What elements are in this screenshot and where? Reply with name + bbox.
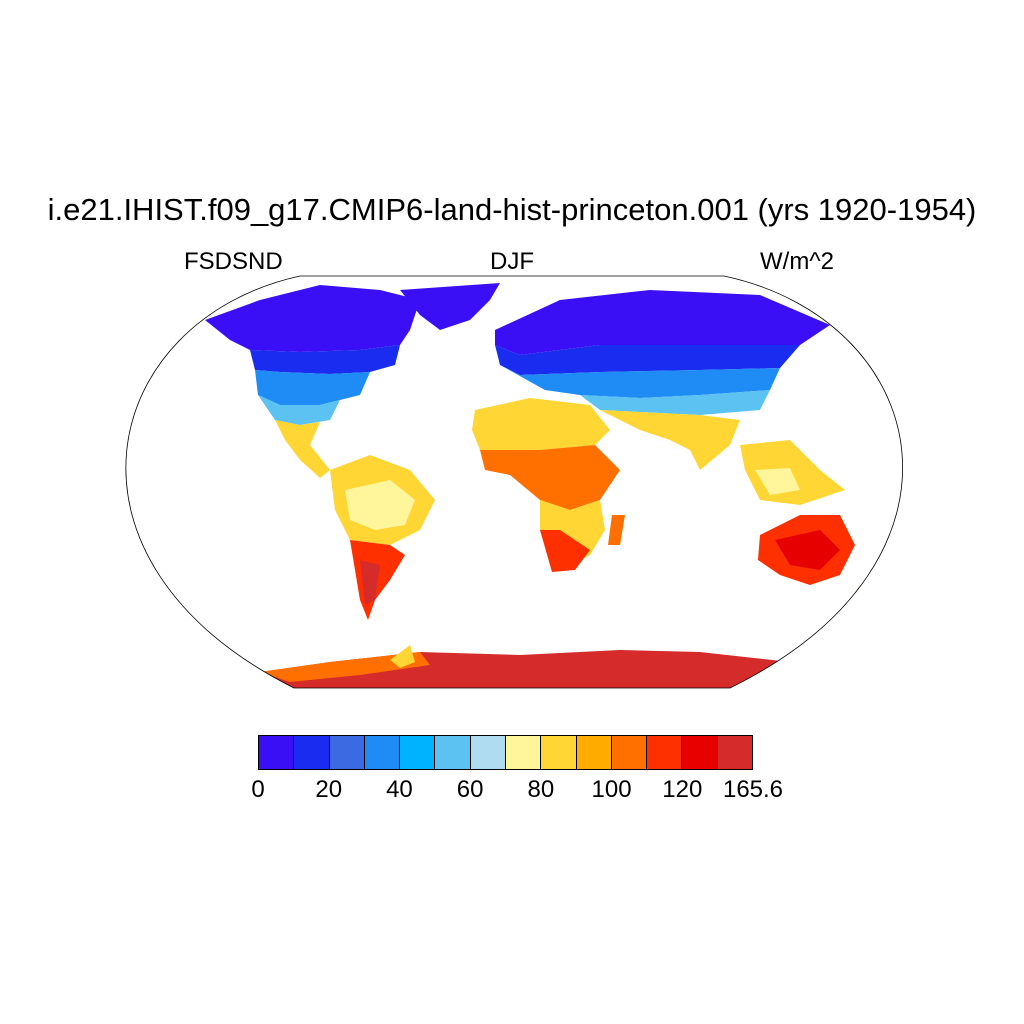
colorbar-tick-label: 60 (456, 776, 484, 803)
africa-central (480, 445, 620, 510)
colorbar-box (329, 736, 365, 769)
south-asia (600, 410, 740, 470)
plot-title: i.e21.IHIST.f09_g17.CMIP6-land-hist-prin… (47, 192, 977, 227)
africa-north (472, 398, 610, 450)
australia-core (775, 530, 840, 570)
units-label: W/m^2 (760, 248, 834, 275)
colorbar-box (541, 736, 577, 769)
madagascar (608, 515, 625, 545)
colorbar-box (611, 736, 648, 769)
colorbar-box (400, 736, 436, 769)
north-america (205, 285, 420, 352)
colorbar-tick-label: 40 (386, 776, 413, 803)
colorbar-tick-label: 0 (251, 776, 265, 803)
colorbar-box (364, 736, 401, 769)
eurasia-mid (495, 345, 800, 375)
eurasia-south (500, 365, 780, 398)
asia-subtropics (580, 390, 770, 415)
north-america-south (255, 370, 370, 405)
southeast-asia (740, 440, 845, 505)
colorbar-tick-label: 100 (591, 776, 632, 803)
eurasia-north (495, 290, 830, 355)
colorbar-box (470, 736, 506, 769)
colorbar-tick-label: 20 (315, 776, 343, 803)
colorbar-box (294, 736, 330, 769)
season-label: DJF (490, 248, 534, 275)
colorbar-box (259, 736, 295, 769)
north-america-mid (250, 345, 400, 374)
south-america-core (345, 480, 415, 530)
colorbar-box (505, 736, 542, 769)
colorbar-box (647, 736, 683, 769)
colorbar-box (435, 736, 471, 769)
southeast-asia-core (755, 468, 800, 495)
colorbar-tick-label: 80 (527, 776, 555, 803)
south-america-tip (360, 560, 380, 605)
central-america (275, 420, 330, 478)
globe-outline (125, 275, 904, 689)
colorbar (258, 735, 753, 770)
greenland (400, 283, 500, 330)
colorbar-box (682, 736, 718, 769)
north-america-usa (258, 395, 340, 425)
africa-tip (540, 530, 590, 572)
colorbar-tick-label: 165.6 (722, 776, 784, 803)
antarctica-edge (260, 652, 430, 682)
colorbar-box (576, 736, 612, 769)
colorbar-box (717, 736, 752, 769)
colorbar-tick-label: 120 (662, 776, 703, 803)
antarctic-peninsula (390, 645, 415, 668)
variable-label: FSDSND (184, 248, 283, 275)
